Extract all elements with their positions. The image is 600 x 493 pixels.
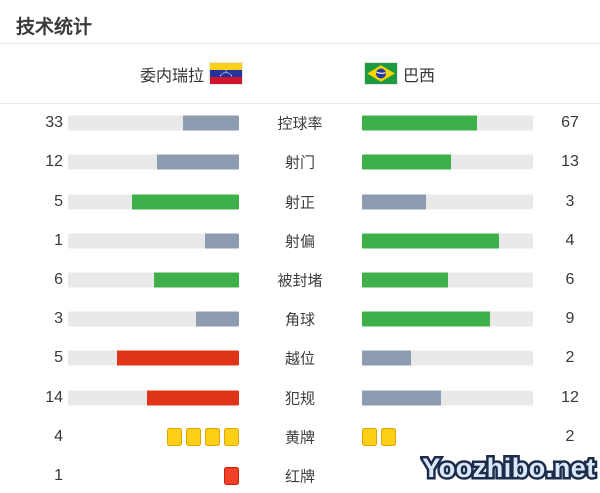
home-bar-fill xyxy=(132,194,239,210)
stat-label: 射门 xyxy=(284,154,315,172)
stat-row-possession: 33 控球率 67 xyxy=(0,104,600,143)
stat-row-blocked: 6 被封堵 6 xyxy=(0,260,600,299)
venezuela-flag-icon xyxy=(210,63,242,84)
home-bar-fill xyxy=(116,350,239,366)
away-bar-fill xyxy=(362,272,448,288)
home-bar-fill xyxy=(156,154,239,170)
stat-label: 红牌 xyxy=(284,468,315,486)
stat-label: 角球 xyxy=(284,311,315,329)
watermark: Yoozhibo.net xyxy=(420,451,598,486)
away-bar-fill xyxy=(362,233,499,249)
home-bar-track xyxy=(68,115,239,131)
stat-row-corners: 3 角球 9 xyxy=(0,300,600,339)
home-bar-fill xyxy=(182,115,239,131)
yellow-card-icon xyxy=(205,427,220,446)
red-card-icon xyxy=(224,466,239,485)
yellow-card-icon xyxy=(381,427,396,446)
home-value: 4 xyxy=(54,427,63,445)
home-bar-track xyxy=(68,311,239,327)
stat-row-red-cards: 1 红牌 xyxy=(0,456,600,493)
away-bar-track xyxy=(362,350,533,366)
brazil-flag-icon xyxy=(365,63,397,84)
stat-row-shots: 12 射门 13 xyxy=(0,143,600,182)
stat-label: 被封堵 xyxy=(277,272,323,290)
away-cards xyxy=(362,427,533,447)
away-bar-track xyxy=(362,194,533,210)
home-value: 6 xyxy=(54,270,63,288)
stat-label: 越位 xyxy=(284,350,315,368)
away-bar-track xyxy=(362,390,533,406)
home-bar-fill xyxy=(147,390,239,406)
away-team-name: 巴西 xyxy=(403,67,436,85)
away-team-header: 巴西 xyxy=(365,62,435,85)
home-bar-track xyxy=(68,390,239,406)
title-divider xyxy=(0,43,600,44)
away-bar-track xyxy=(362,311,533,327)
home-bar-track xyxy=(68,272,239,288)
away-value: 12 xyxy=(561,388,579,406)
home-bar-track xyxy=(68,350,239,366)
away-value: 6 xyxy=(565,270,575,288)
away-bar-track xyxy=(362,115,533,131)
home-bar-fill xyxy=(153,272,239,288)
yellow-card-icon xyxy=(224,427,239,446)
stat-row-shots-on-target: 5 射正 3 xyxy=(0,182,600,221)
home-value: 5 xyxy=(54,349,63,367)
stat-row-yellow-cards: 4 黄牌 2 xyxy=(0,417,600,456)
header-divider xyxy=(0,103,600,104)
away-value: 3 xyxy=(565,192,575,210)
home-bar-fill xyxy=(196,311,239,327)
stat-row-offsides: 5 越位 2 xyxy=(0,339,600,378)
away-value: 4 xyxy=(565,231,575,249)
home-value: 33 xyxy=(45,114,63,132)
home-value: 1 xyxy=(54,466,63,484)
yellow-card-icon xyxy=(186,427,201,446)
away-bar-fill xyxy=(362,390,441,406)
stat-label: 黄牌 xyxy=(284,429,315,447)
away-bar-fill xyxy=(362,311,491,327)
home-bar-track xyxy=(68,194,239,210)
away-value: 13 xyxy=(561,153,579,171)
home-cards xyxy=(68,466,239,486)
home-bar-track xyxy=(68,233,239,249)
home-cards xyxy=(68,427,239,447)
away-bar-track xyxy=(362,154,533,170)
away-value: 2 xyxy=(565,427,575,445)
home-value: 3 xyxy=(54,310,63,328)
stat-label: 犯规 xyxy=(284,390,315,408)
away-bar-track xyxy=(362,233,533,249)
home-bar-fill xyxy=(204,233,239,249)
away-bar-fill xyxy=(362,154,451,170)
home-value: 12 xyxy=(45,153,63,171)
away-bar-fill xyxy=(362,115,477,131)
away-value: 9 xyxy=(565,310,575,328)
yellow-card-icon xyxy=(167,427,182,446)
stat-label: 控球率 xyxy=(277,115,323,133)
home-team-header: 委内瑞拉 xyxy=(0,62,242,85)
home-value: 5 xyxy=(54,192,63,210)
home-value: 14 xyxy=(45,388,63,406)
home-value: 1 xyxy=(54,231,63,249)
watermark-text: Yoozhibo.net xyxy=(422,453,595,483)
home-team-name: 委内瑞拉 xyxy=(139,67,204,85)
stat-label: 射偏 xyxy=(284,233,315,251)
page-title: 技术统计 xyxy=(16,17,93,38)
away-bar-fill xyxy=(362,350,411,366)
away-value: 2 xyxy=(565,349,575,367)
stat-label: 射正 xyxy=(284,194,315,212)
home-bar-track xyxy=(68,154,239,170)
away-value: 67 xyxy=(561,114,579,132)
stat-row-fouls: 14 犯规 12 xyxy=(0,378,600,417)
away-bar-track xyxy=(362,272,533,288)
stat-row-shots-off-target: 1 射偏 4 xyxy=(0,221,600,260)
away-bar-fill xyxy=(362,194,427,210)
yellow-card-icon xyxy=(362,427,377,446)
